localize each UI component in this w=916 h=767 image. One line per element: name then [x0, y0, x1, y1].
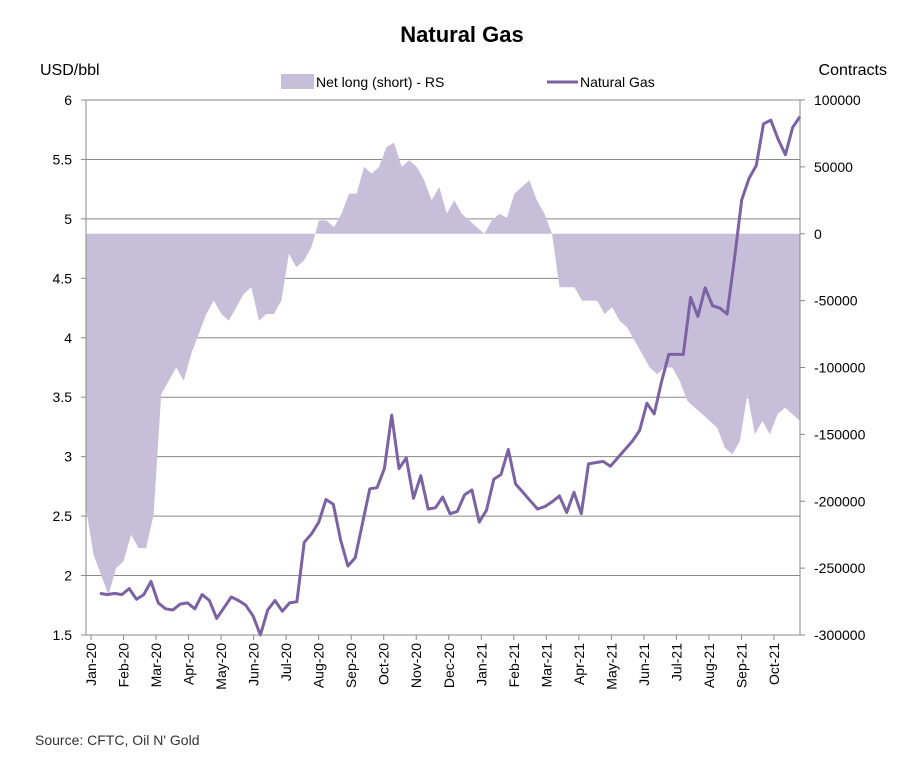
chart-title: Natural Gas — [400, 22, 524, 47]
right-tick-label: -50000 — [814, 293, 858, 309]
x-tick-label: Jun-21 — [636, 643, 652, 686]
right-tick-label: -150000 — [814, 426, 866, 442]
legend-area-label: Net long (short) - RS — [316, 74, 444, 90]
legend-line-label: Natural Gas — [580, 74, 655, 90]
natural-gas-line-series — [99, 115, 802, 637]
left-axis-title: USD/bbl — [40, 62, 100, 79]
net-long-area-series — [86, 142, 800, 595]
left-tick-label: 3.5 — [53, 389, 73, 405]
x-tick-label: Dec-20 — [441, 643, 457, 688]
legend-area-swatch — [281, 74, 314, 89]
x-tick-label: Jun-20 — [246, 643, 262, 686]
left-tick-label: 5 — [64, 211, 72, 227]
x-tick-label: Aug-21 — [701, 643, 717, 688]
x-tick-label: Sep-21 — [733, 643, 749, 688]
left-tick-label: 3 — [64, 449, 72, 465]
left-tick-label: 5.5 — [53, 151, 73, 167]
x-tick-label: Jul-20 — [278, 643, 294, 681]
right-axis-title: Contracts — [819, 62, 887, 79]
natural-gas-line — [99, 115, 802, 637]
right-tick-label: -250000 — [814, 560, 866, 576]
right-tick-label: 50000 — [814, 159, 853, 175]
x-tick-label: Sep-20 — [343, 643, 359, 688]
x-tick-label: Nov-20 — [408, 643, 424, 688]
x-tick-label: Jan-20 — [83, 643, 99, 686]
right-tick-label: 100000 — [814, 92, 861, 108]
right-tick-label: -200000 — [814, 493, 866, 509]
left-tick-label: 6 — [64, 92, 72, 108]
left-axis: 1.5 2 2.5 3 3.5 4 4.5 5 5.5 6 — [53, 92, 86, 643]
x-tick-label: Jan-21 — [473, 643, 489, 686]
net-long-area — [86, 142, 800, 595]
x-tick-label: May-21 — [603, 643, 619, 690]
legend: Net long (short) - RS Natural Gas — [281, 74, 655, 90]
right-axis: -300000 -250000 -200000 -150000 -100000 -5000… — [800, 92, 866, 643]
right-tick-label: -100000 — [814, 360, 866, 376]
x-tick-label: Feb-20 — [116, 643, 132, 688]
left-tick-label: 4 — [64, 330, 72, 346]
right-tick-label: -300000 — [814, 627, 866, 643]
x-tick-label: May-20 — [213, 643, 229, 690]
right-tick-label: 0 — [814, 226, 822, 242]
source-note: Source: CFTC, Oil N' Gold — [35, 732, 200, 748]
x-tick-label: Apr-21 — [571, 643, 587, 685]
x-tick-label: Feb-21 — [506, 643, 522, 688]
x-tick-label: Mar-21 — [538, 643, 554, 688]
x-tick-label: Jul-21 — [668, 643, 684, 681]
x-tick-label: Mar-20 — [148, 643, 164, 688]
x-tick-label: Apr-20 — [181, 643, 197, 685]
left-tick-label: 2.5 — [53, 508, 73, 524]
x-tick-label: Aug-20 — [311, 643, 327, 688]
left-tick-label: 1.5 — [53, 627, 73, 643]
x-tick-label: Oct-21 — [766, 643, 782, 685]
left-tick-label: 2 — [64, 568, 72, 584]
x-axis: Jan-20 Feb-20 Mar-20 Apr-20 May-20 Jun-20 Jul-… — [83, 635, 782, 690]
x-tick-label: Oct-20 — [376, 643, 392, 685]
left-tick-label: 4.5 — [53, 270, 73, 286]
